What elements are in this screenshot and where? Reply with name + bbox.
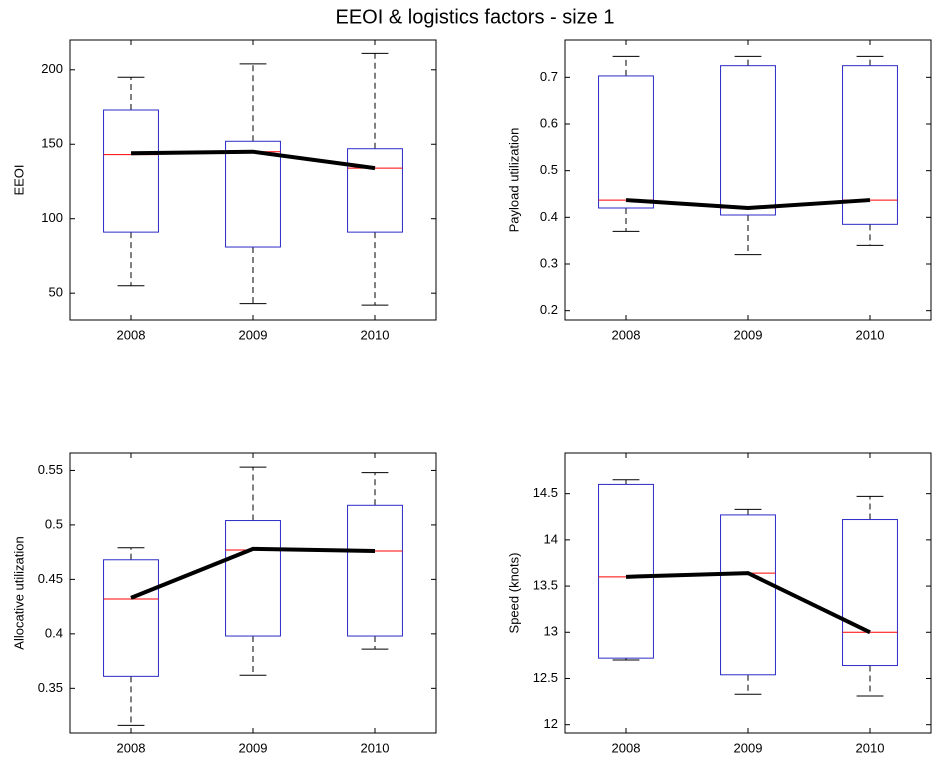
y-tick-label: 0.3 bbox=[540, 255, 558, 270]
x-tick-label: 2010 bbox=[856, 327, 885, 342]
y-tick-label: 0.55 bbox=[38, 462, 63, 477]
y-tick-label: 100 bbox=[41, 210, 63, 225]
y-tick-label: 14.5 bbox=[533, 485, 558, 500]
x-tick-label: 2008 bbox=[117, 327, 146, 342]
x-tick-label: 2010 bbox=[361, 327, 390, 342]
box bbox=[598, 483, 654, 659]
box bbox=[720, 65, 776, 216]
axes-frame bbox=[564, 39, 932, 321]
x-tick-label: 2010 bbox=[361, 740, 390, 755]
mean-line bbox=[625, 198, 871, 211]
y-tick-label: 0.2 bbox=[540, 302, 558, 317]
y-tick-label: 13.5 bbox=[533, 578, 558, 593]
y-tick-label: 0.45 bbox=[38, 571, 63, 586]
y-tick-label: 150 bbox=[41, 136, 63, 151]
x-tick-label: 2009 bbox=[239, 327, 268, 342]
mean-line bbox=[625, 571, 871, 635]
box bbox=[842, 65, 898, 225]
x-tick-label: 2010 bbox=[856, 740, 885, 755]
y-axis-label: Payload utilization bbox=[506, 128, 521, 233]
y-tick-label: 0.7 bbox=[540, 69, 558, 84]
x-tick-label: 2008 bbox=[612, 327, 641, 342]
box bbox=[225, 140, 281, 248]
y-tick-label: 0.4 bbox=[540, 209, 558, 224]
mean-line bbox=[130, 149, 376, 171]
y-tick-label: 0.5 bbox=[540, 162, 558, 177]
axes-frame bbox=[564, 452, 932, 734]
y-axis-label: Speed (knots) bbox=[506, 553, 521, 634]
box bbox=[598, 75, 654, 209]
y-tick-label: 200 bbox=[41, 61, 63, 76]
box bbox=[347, 504, 403, 637]
box bbox=[103, 559, 159, 677]
y-tick-label: 50 bbox=[49, 285, 63, 300]
box bbox=[842, 519, 898, 667]
y-tick-label: 12.5 bbox=[533, 670, 558, 685]
box bbox=[225, 520, 281, 637]
figure-title: EEOI & logistics factors - size 1 bbox=[336, 6, 615, 28]
y-tick-label: 12 bbox=[544, 716, 558, 731]
box bbox=[347, 148, 403, 233]
y-tick-label: 0.6 bbox=[540, 115, 558, 130]
y-tick-label: 0.5 bbox=[45, 516, 63, 531]
y-tick-label: 0.35 bbox=[38, 680, 63, 695]
x-tick-label: 2009 bbox=[239, 740, 268, 755]
y-axis-label: EEOI bbox=[11, 164, 26, 195]
box bbox=[720, 514, 776, 676]
y-tick-label: 13 bbox=[544, 624, 558, 639]
x-tick-label: 2009 bbox=[734, 327, 763, 342]
y-tick-label: 0.4 bbox=[45, 625, 63, 640]
y-tick-label: 14 bbox=[544, 531, 558, 546]
y-axis-label: Allocative utilization bbox=[11, 536, 26, 649]
box bbox=[103, 109, 159, 233]
x-tick-label: 2008 bbox=[612, 740, 641, 755]
x-tick-label: 2009 bbox=[734, 740, 763, 755]
x-tick-label: 2008 bbox=[117, 740, 146, 755]
mean-line bbox=[130, 546, 376, 600]
